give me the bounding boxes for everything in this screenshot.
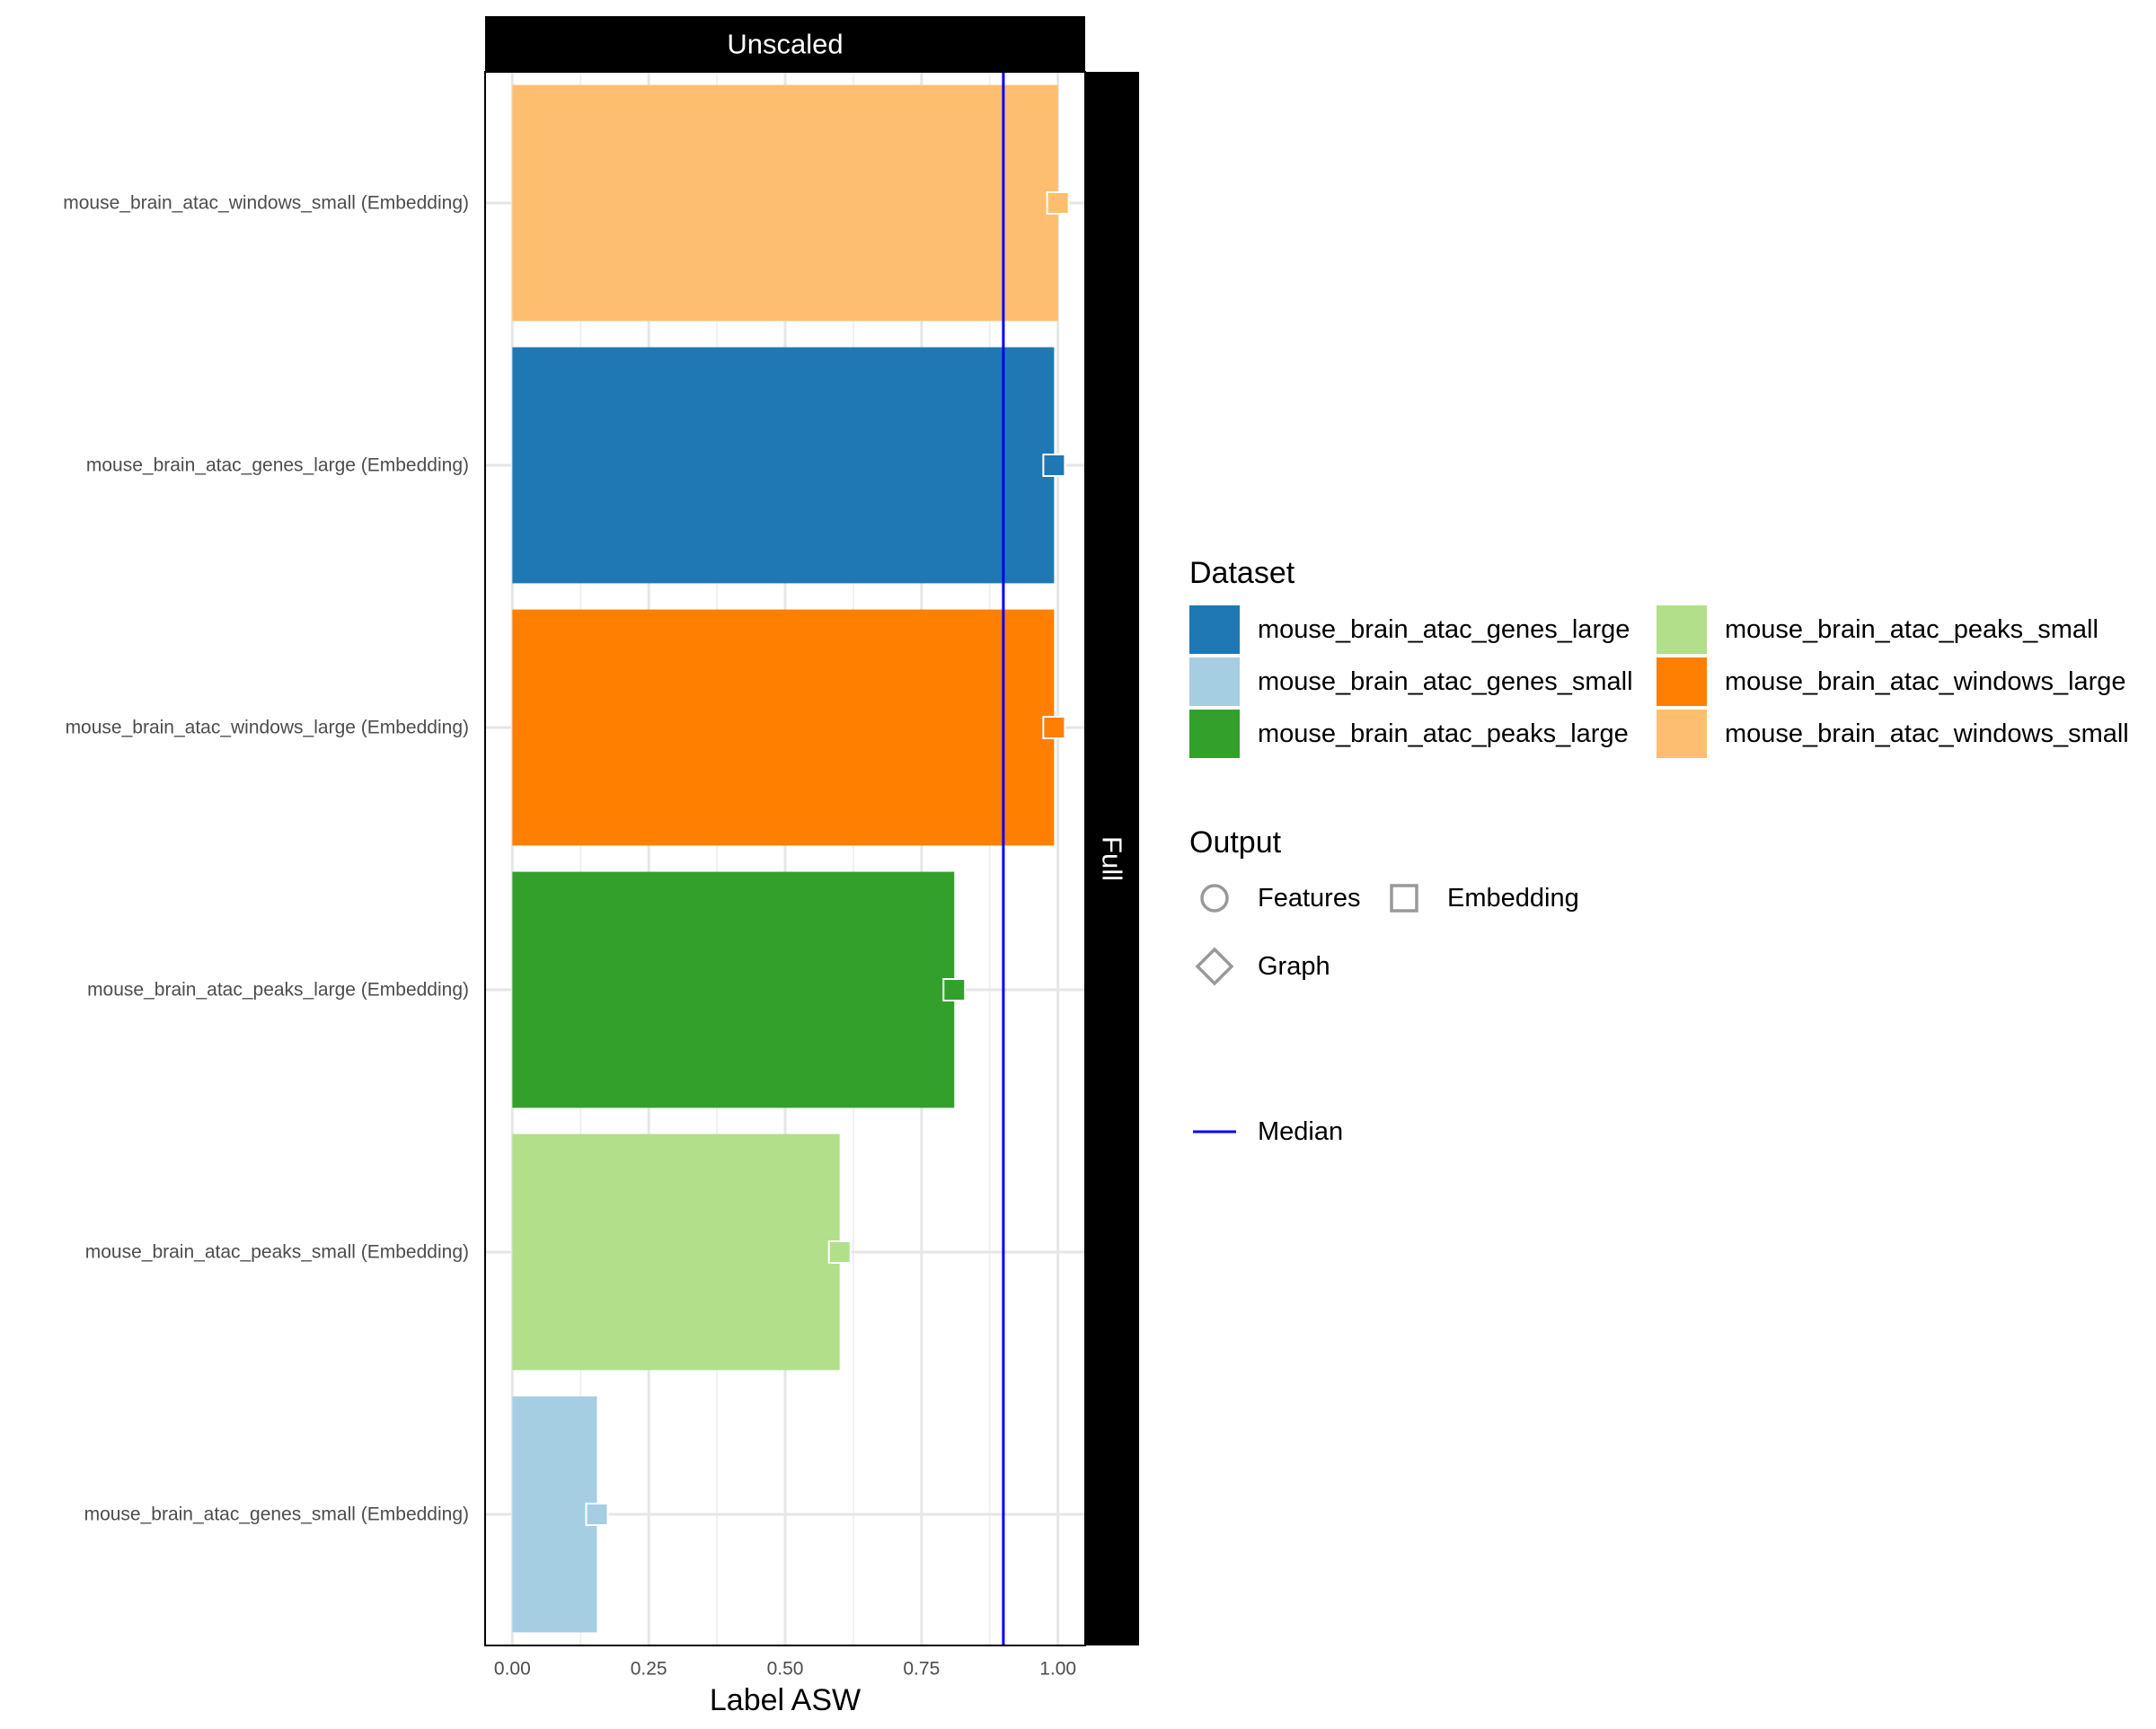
legend-dataset-label: mouse_brain_atac_windows_small	[1725, 719, 2129, 748]
y-tick-label: mouse_brain_atac_peaks_small (Embedding)	[85, 1242, 469, 1263]
y-tick-labels: mouse_brain_atac_windows_small (Embeddin…	[63, 193, 469, 1525]
legend-output-title: Output	[1189, 825, 1282, 860]
y-tick-label: mouse_brain_atac_peaks_large (Embedding)	[87, 980, 469, 1001]
bar	[512, 347, 1055, 584]
bar-layer	[512, 84, 1058, 1633]
panel-border	[484, 71, 1086, 1646]
legend-dataset-label: mouse_brain_atac_genes_small	[1258, 667, 1633, 696]
data-point-marker	[585, 1503, 609, 1526]
legend-square-icon	[1390, 884, 1418, 913]
legend-dataset-label: mouse_brain_atac_peaks_large	[1258, 719, 1629, 748]
legend-dataset-label: mouse_brain_atac_genes_large	[1258, 615, 1630, 644]
legend-color-swatch	[1189, 605, 1240, 654]
x-tick-label: 0.25	[631, 1659, 667, 1680]
legend-output-label-features: Features	[1258, 884, 1360, 913]
legend-dataset-label: mouse_brain_atac_peaks_small	[1725, 615, 2099, 644]
legend-dataset-label: mouse_brain_atac_windows_large	[1725, 667, 2126, 696]
data-point-marker	[1042, 454, 1066, 477]
data-point-marker	[1046, 191, 1070, 215]
x-tick-label: 0.50	[767, 1659, 804, 1680]
legend-output-label-embedding: Embedding	[1447, 884, 1579, 913]
legend-dataset-title: Dataset	[1189, 556, 1295, 590]
bar	[512, 871, 955, 1108]
marker-layer	[585, 191, 1070, 1526]
data-point-marker	[1042, 716, 1066, 739]
bar	[512, 1396, 597, 1633]
legend-color-swatch	[1657, 710, 1707, 758]
x-axis-title: Label ASW	[710, 1683, 861, 1717]
bar	[512, 1134, 840, 1371]
facet-strip-right	[1085, 72, 1139, 1645]
y-tick-label: mouse_brain_atac_genes_large (Embedding)	[86, 455, 469, 476]
legend-diamond-icon	[1195, 947, 1234, 986]
legend-dataset-items: mouse_brain_atac_genes_large mouse_brain_…	[1189, 605, 2129, 758]
legend-median-label: Median	[1258, 1117, 1343, 1146]
x-tick-label: 0.75	[903, 1659, 940, 1680]
legend-color-swatch	[1657, 657, 1707, 706]
legend-color-swatch	[1657, 605, 1707, 654]
bar	[512, 609, 1055, 846]
bar	[512, 84, 1058, 322]
x-tick-label: 0.00	[494, 1659, 531, 1680]
y-tick-label: mouse_brain_atac_genes_small (Embedding)	[84, 1504, 469, 1525]
legend-color-swatch	[1189, 710, 1240, 758]
y-tick-label: mouse_brain_atac_windows_large (Embeddin…	[66, 718, 469, 738]
data-point-marker	[942, 978, 967, 1001]
data-point-marker	[827, 1240, 852, 1264]
legend-output-label-graph: Graph	[1258, 952, 1330, 981]
x-tick-labels: 0.00 0.25 0.50 0.75 1.00	[494, 1659, 1076, 1680]
legend-circle-icon	[1200, 884, 1229, 913]
facet-row-label: Full	[1097, 836, 1128, 881]
facet-strip-top	[485, 16, 1085, 72]
facet-column-label: Unscaled	[727, 29, 843, 60]
legend-color-swatch	[1189, 657, 1240, 706]
y-tick-label: mouse_brain_atac_windows_small (Embeddin…	[63, 193, 469, 214]
x-tick-label: 1.00	[1039, 1659, 1076, 1680]
